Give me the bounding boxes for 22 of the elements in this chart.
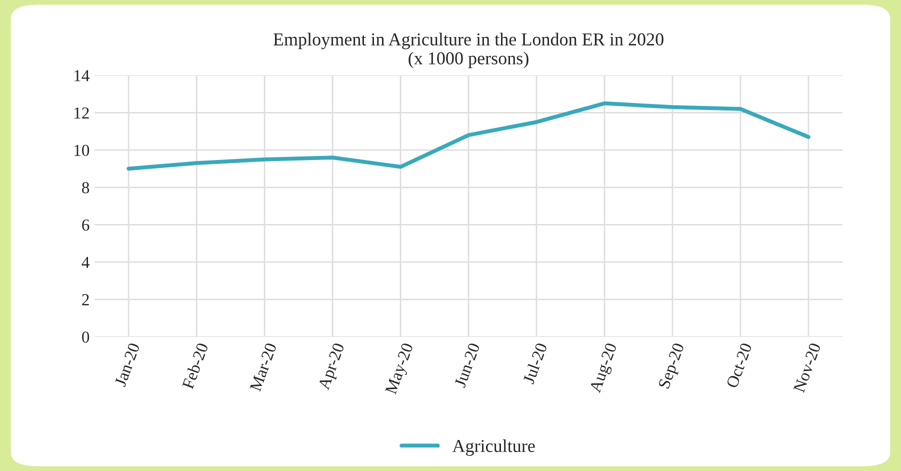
x-tick-label: Sep-20	[658, 342, 688, 390]
y-tick-label: 8	[82, 182, 90, 194]
y-tick-label: 14	[74, 70, 90, 82]
x-tick-label: Jul-20	[522, 342, 548, 384]
chart-title: Employment in Agriculture in the London ER in 2020 (x 1000 persons)	[273, 32, 664, 68]
line-series	[126, 101, 810, 171]
x-tick-label: Jan-20	[114, 342, 140, 388]
y-tick-label: 0	[82, 331, 90, 343]
y-tick-label: 2	[82, 294, 89, 306]
legend-label: Agriculture	[452, 439, 535, 456]
x-tick-label: Oct-20	[726, 342, 752, 388]
y-tick-label: 12	[74, 107, 89, 118]
x-tick-label: Nov-20	[793, 342, 821, 394]
y-tick-label: 4	[82, 256, 90, 268]
y-tick-label: 10	[74, 144, 90, 156]
x-tick-label: Aug-20	[589, 342, 620, 394]
x-tick-label: Mar-20	[250, 342, 277, 392]
x-tick-label: May-20	[384, 342, 416, 396]
x-tick-label: Apr-20	[318, 342, 348, 392]
x-tick-label: Jun-20	[454, 342, 480, 388]
x-tick-label: Feb-20	[182, 342, 208, 390]
y-tick-label: 6	[82, 219, 90, 231]
